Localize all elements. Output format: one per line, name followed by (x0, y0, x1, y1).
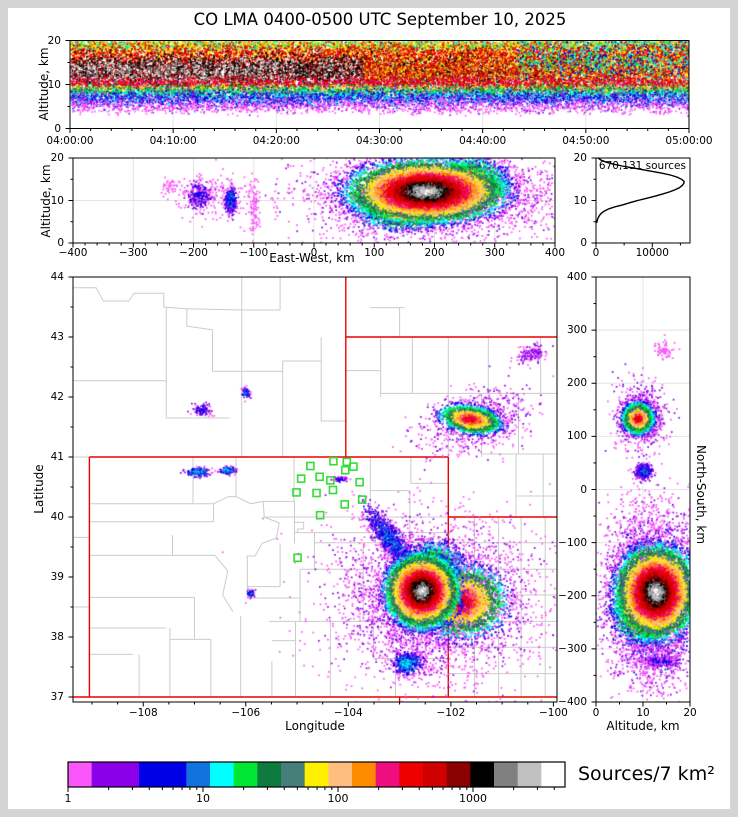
tick-label: −108 (128, 707, 158, 719)
lma-station-marker (306, 461, 315, 471)
tick-label: −104 (333, 707, 363, 719)
tick-label: 04:30:00 (355, 134, 404, 147)
tick-label: 400 (544, 247, 566, 259)
tick-label: 04:40:00 (459, 134, 507, 147)
tick-label: 20 (573, 152, 587, 164)
tick-label: 1000 (459, 792, 487, 805)
lma-station-marker (329, 456, 338, 466)
tick-label: 1 (64, 792, 72, 805)
tick-label: 0 (592, 707, 600, 719)
tick-label: 20 (47, 34, 61, 47)
tick-label: 37 (50, 691, 64, 703)
tick-label: 20 (683, 707, 697, 719)
tick-label: 0 (580, 237, 587, 249)
tick-label: 04:10:00 (149, 134, 197, 147)
tick-label: 0 (580, 483, 587, 496)
lma-station-marker (357, 495, 367, 504)
axis-label-east-west: East-West, km (269, 251, 355, 265)
tick-label: −100 (538, 707, 568, 719)
tick-label: 38 (50, 631, 64, 643)
tick-label: 04:00:00 (46, 134, 94, 147)
tick-label: −300 (558, 642, 587, 655)
tick-label: 0 (57, 237, 64, 249)
axis-label-longitude: Longitude (285, 719, 345, 733)
tick-label: 10 (636, 707, 650, 719)
lma-station-marker (315, 510, 325, 520)
tick-label: 43 (50, 331, 64, 343)
tick-label: 04:20:00 (252, 134, 300, 147)
tick-label: 44 (50, 271, 64, 283)
tick-label: 100 (566, 430, 587, 443)
lma-station-marker (312, 488, 321, 498)
tick-label: 100 (364, 247, 385, 259)
tick-label: 300 (484, 247, 505, 259)
lma-station-marker (340, 500, 350, 509)
axis-label-north-south: North-South, km (694, 445, 708, 545)
lma-station-marker (340, 465, 350, 475)
tick-label: −400 (58, 247, 88, 259)
tick-label: 0 (310, 247, 318, 259)
lma-station-marker (292, 488, 301, 497)
tick-label: 10 (573, 194, 587, 207)
source-count-annotation: 670,131 sources (598, 160, 686, 172)
tick-label: 400 (566, 271, 587, 283)
lma-station-marker (326, 476, 335, 485)
tick-label: −106 (231, 707, 261, 719)
lma-station-marker (328, 485, 338, 495)
tick-label: 39 (50, 571, 64, 583)
tick-label: 200 (424, 247, 445, 259)
lma-station-marker (315, 472, 324, 482)
tick-label: 10000 (635, 247, 669, 259)
figure-title: CO LMA 0400-0500 UTC September 10, 2025 (193, 10, 567, 29)
tick-label: 04:50:00 (562, 134, 610, 147)
tick-label: 10 (50, 194, 64, 207)
axis-label-altitude-ns: Altitude, km (606, 719, 680, 733)
tick-label: 0 (592, 247, 600, 259)
tick-label: 05:00:00 (665, 134, 713, 147)
tick-label: 200 (566, 377, 587, 390)
tick-label: 10 (47, 78, 61, 91)
tick-label: 20 (50, 152, 64, 164)
tick-label: 41 (50, 451, 64, 463)
lma-station-marker (293, 553, 302, 563)
tick-label: 40 (50, 511, 64, 523)
tick-label: −400 (558, 696, 587, 708)
lma-station-marker (296, 474, 306, 483)
lma-station-marker (342, 457, 352, 467)
tick-label: −300 (118, 247, 148, 259)
lma-station-marker (349, 462, 358, 471)
tick-label: 10 (196, 792, 210, 805)
tick-label: −100 (239, 247, 269, 259)
tick-label: 100 (327, 792, 349, 805)
tick-label: −102 (436, 707, 466, 719)
tick-label: −100 (558, 536, 587, 549)
colorbar-label: Sources/7 km² (578, 763, 715, 785)
lma-station-marker (355, 477, 364, 487)
tick-label: −200 (179, 247, 208, 259)
tick-label: 42 (50, 391, 64, 403)
tick-label: −200 (558, 589, 587, 602)
tick-label: 0 (54, 122, 61, 135)
tick-label: 300 (566, 324, 587, 337)
